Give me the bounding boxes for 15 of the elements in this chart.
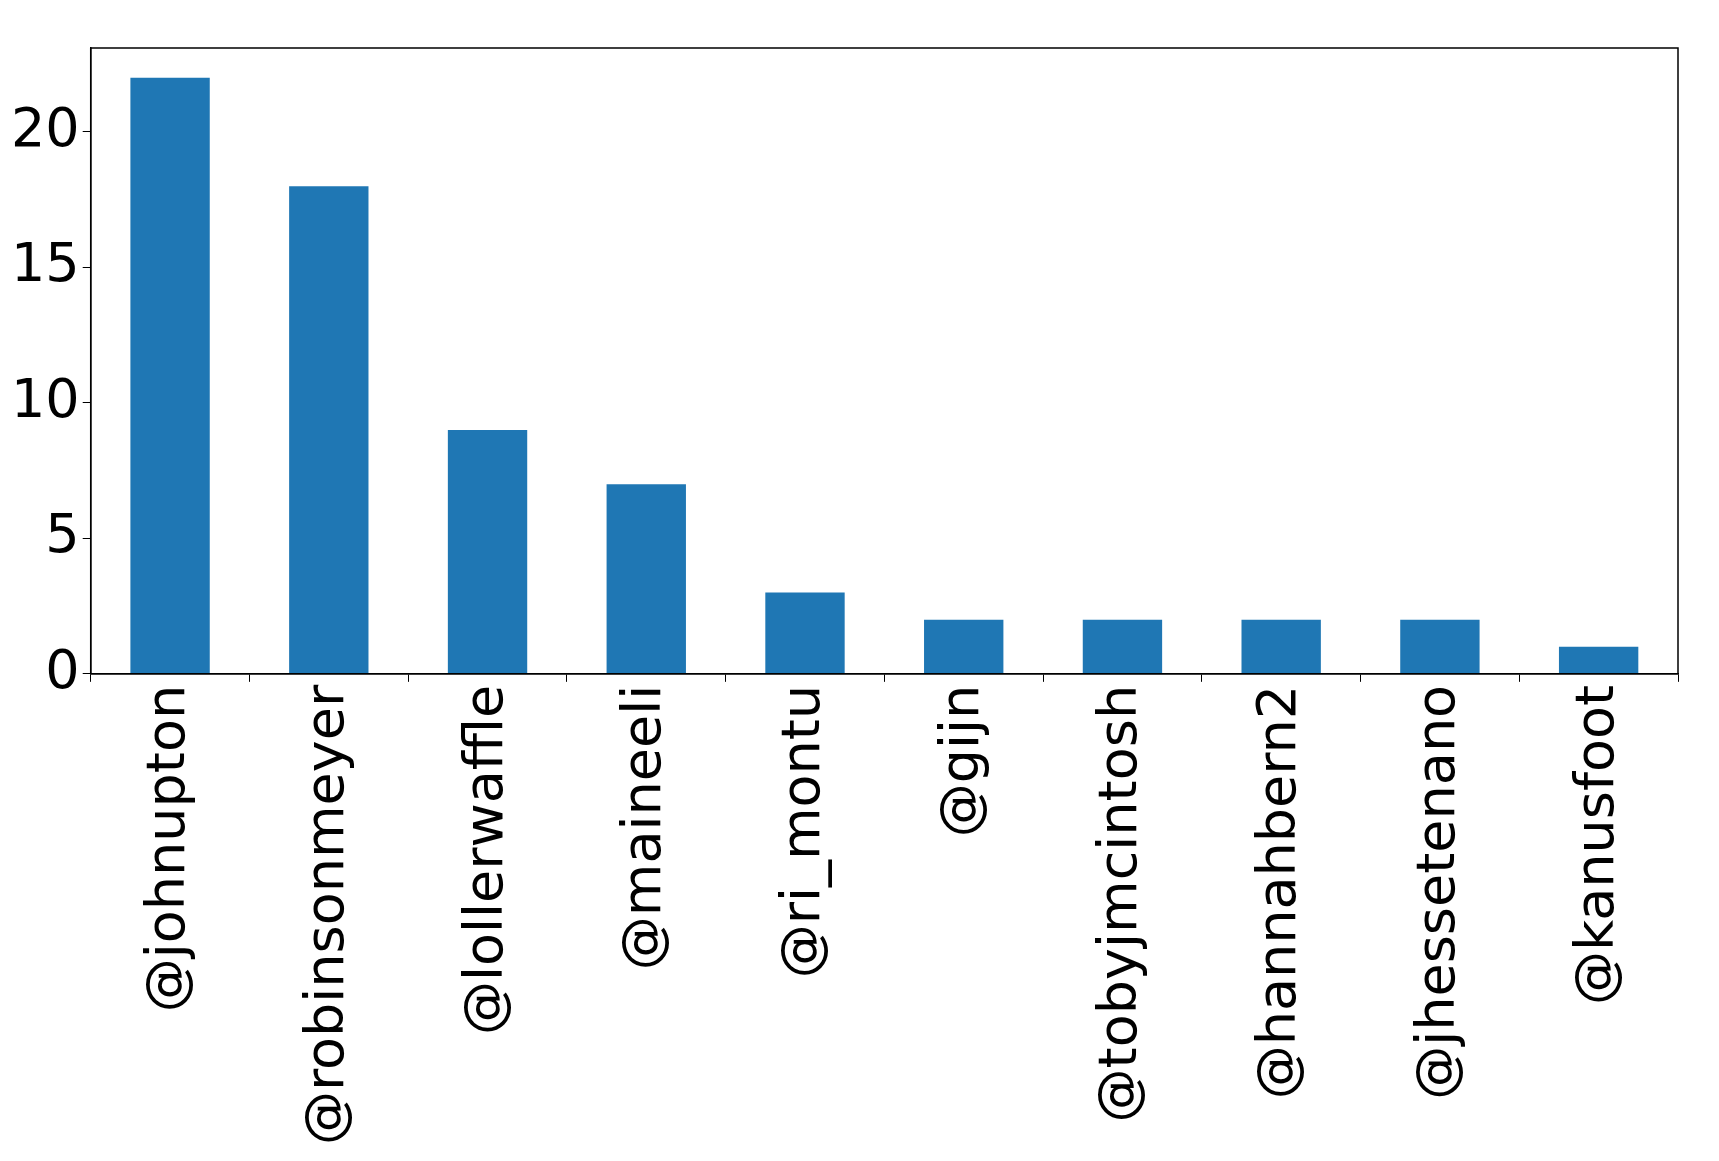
x-tick-label: @johnupton: [134, 684, 198, 1013]
x-tick-label: @jhessetenano: [1403, 684, 1467, 1100]
x-tick-label: @robinsonmeyer: [292, 684, 356, 1146]
y-tick-label: 10: [10, 366, 80, 430]
x-tick-label: @gijn: [927, 684, 991, 838]
y-tick-label: 15: [10, 231, 80, 295]
y-tick-label: 0: [45, 637, 80, 701]
x-tick-label: @maineeli: [610, 684, 674, 971]
x-tick-label: @kanusfoot: [1562, 684, 1626, 1006]
x-tick-label: @tobyjmcintosh: [1086, 684, 1150, 1123]
y-tick-label: 20: [10, 96, 80, 160]
x-tick-label: @lollerwaffle: [451, 684, 515, 1035]
x-tick-label: @ri_montu: [769, 684, 833, 979]
x-tick-label: @hannahbern2: [1245, 684, 1309, 1100]
y-tick-label: 5: [45, 502, 80, 566]
